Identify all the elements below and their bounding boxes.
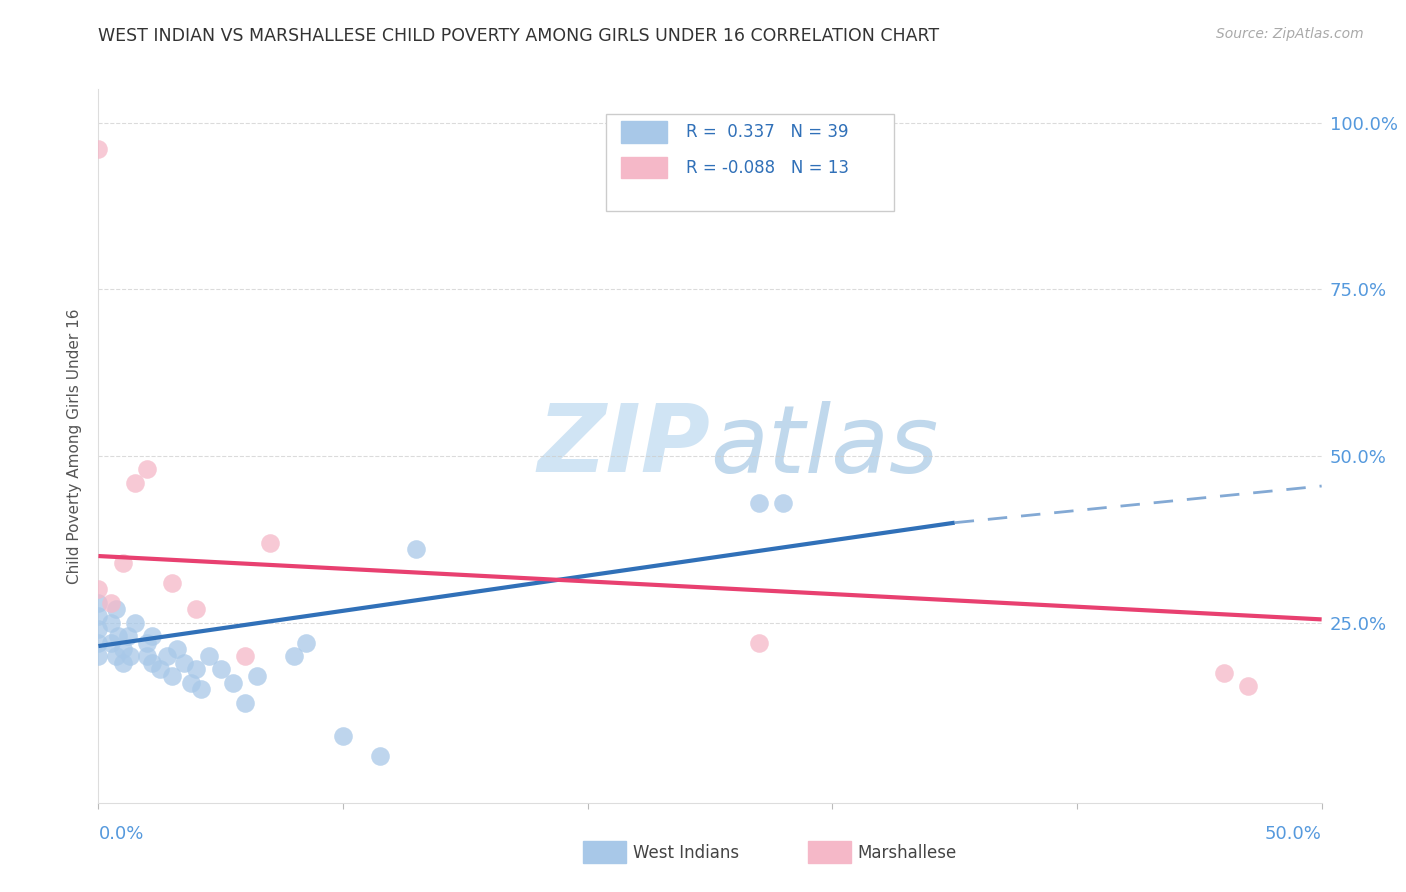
Point (104, 602, 127, 616)
Point (124, 615, 146, 630)
Point (87, 142, 110, 156)
Point (166, 642, 188, 657)
Point (100, 596, 122, 610)
Point (160, 669, 183, 683)
Text: Marshallese: Marshallese (858, 844, 957, 862)
FancyBboxPatch shape (620, 157, 668, 178)
Point (1212, 665, 1234, 680)
Point (120, 649, 142, 664)
Point (87, 582, 110, 597)
Point (111, 656, 134, 670)
Point (748, 496, 770, 510)
Text: Source: ZipAtlas.com: Source: ZipAtlas.com (1216, 27, 1364, 41)
FancyBboxPatch shape (620, 121, 668, 143)
Point (190, 682, 212, 697)
Point (107, 629, 129, 643)
Point (87, 623, 110, 637)
Point (368, 749, 391, 764)
Point (111, 642, 134, 657)
Point (111, 556, 134, 570)
Point (1237, 679, 1260, 693)
Point (209, 662, 232, 676)
Point (141, 629, 163, 643)
Point (87, 609, 110, 624)
Text: R = -0.088   N = 13: R = -0.088 N = 13 (686, 159, 849, 177)
FancyBboxPatch shape (606, 114, 893, 211)
Point (173, 656, 195, 670)
Point (283, 649, 305, 664)
Point (104, 649, 127, 664)
Point (136, 462, 159, 476)
Text: WEST INDIAN VS MARSHALLESE CHILD POVERTY AMONG GIRLS UNDER 16 CORRELATION CHART: WEST INDIAN VS MARSHALLESE CHILD POVERTY… (98, 27, 939, 45)
Point (136, 649, 159, 664)
Point (87, 649, 110, 664)
Point (233, 696, 256, 710)
Text: 50.0%: 50.0% (1265, 825, 1322, 843)
Text: 0.0%: 0.0% (98, 825, 143, 843)
Point (180, 675, 202, 690)
Point (259, 535, 281, 549)
Point (160, 575, 183, 590)
Text: atlas: atlas (710, 401, 938, 491)
Point (156, 649, 179, 664)
Point (117, 629, 139, 643)
Point (141, 656, 163, 670)
Point (222, 675, 245, 690)
Point (197, 649, 219, 664)
Point (87, 596, 110, 610)
Point (405, 542, 427, 557)
Point (136, 636, 159, 650)
Text: ZIP: ZIP (537, 400, 710, 492)
Point (87, 636, 110, 650)
Text: West Indians: West Indians (633, 844, 738, 862)
Point (186, 602, 208, 616)
Point (246, 669, 269, 683)
Point (772, 496, 794, 510)
Point (186, 662, 208, 676)
Point (124, 475, 146, 490)
Point (295, 636, 318, 650)
Point (100, 615, 122, 630)
Point (748, 636, 770, 650)
Point (100, 636, 122, 650)
Y-axis label: Child Poverty Among Girls Under 16: Child Poverty Among Girls Under 16 (67, 309, 83, 583)
Text: R =  0.337   N = 39: R = 0.337 N = 39 (686, 123, 848, 141)
Point (332, 729, 354, 743)
Point (149, 662, 172, 676)
Point (233, 649, 256, 664)
